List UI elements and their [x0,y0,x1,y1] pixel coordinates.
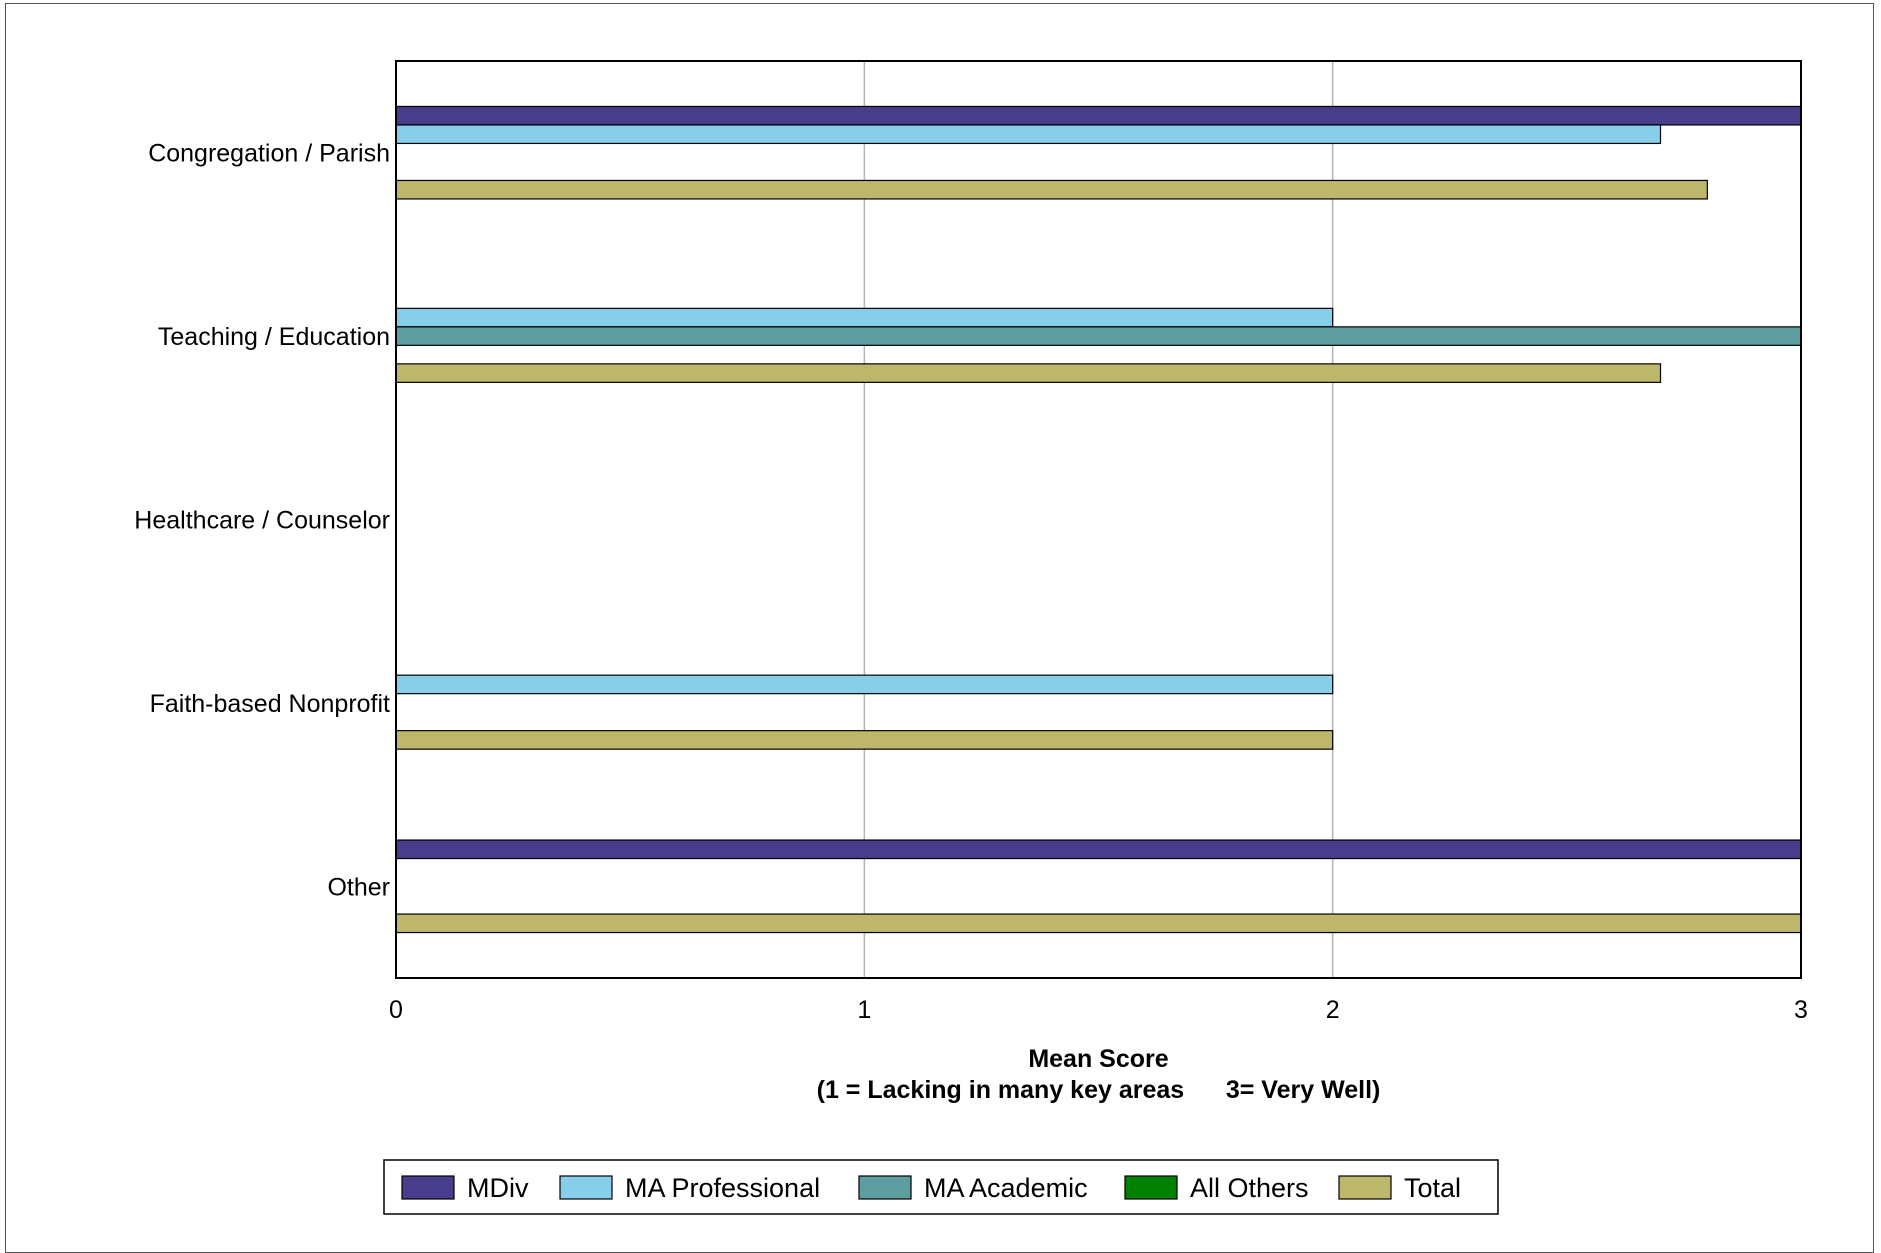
bar [395,105,1802,126]
gridlines [863,61,1334,978]
x-tick-label: 2 [1326,996,1340,1024]
bar [395,913,1802,934]
x-tick-label: 0 [389,996,403,1024]
y-axis-categories: Congregation / Parish Teaching / Educatio… [134,140,390,902]
bar [395,839,1802,860]
legend: MDiv MA Professional MA Academic All Others… [383,1159,1499,1215]
legend-swatch [1124,1175,1178,1200]
legend-label: MA Professional [625,1173,820,1203]
legend-label: MA Academic [924,1173,1088,1203]
x-axis-ticks: 0 1 2 3 [389,996,1808,1024]
x-axis-subtitle: (1 = Lacking in many key areas 3= Very W… [817,1076,1381,1104]
legend-label: MDiv [467,1173,529,1203]
legend-label: Total [1404,1173,1461,1203]
category-label: Healthcare / Counselor [134,507,390,535]
plot-area [395,60,1802,979]
category-label: Other [327,873,390,901]
bar [395,179,1708,200]
x-tick-label: 1 [857,996,871,1024]
bars [395,105,1802,934]
bar [395,363,1662,383]
bar [395,730,1334,750]
category-label: Congregation / Parish [148,140,390,168]
category-label: Faith-based Nonprofit [150,690,390,718]
legend-swatch [858,1175,912,1200]
bar [395,326,1802,346]
category-label: Teaching / Education [158,323,390,351]
bar [395,307,1334,328]
legend-swatch [559,1175,613,1200]
legend-swatch [401,1175,455,1200]
legend-label: All Others [1190,1173,1309,1203]
bar [395,674,1334,695]
legend-swatch [1338,1175,1392,1200]
x-tick-label: 3 [1794,996,1808,1024]
x-axis-title: Mean Score [1028,1045,1168,1073]
bar [395,124,1662,145]
